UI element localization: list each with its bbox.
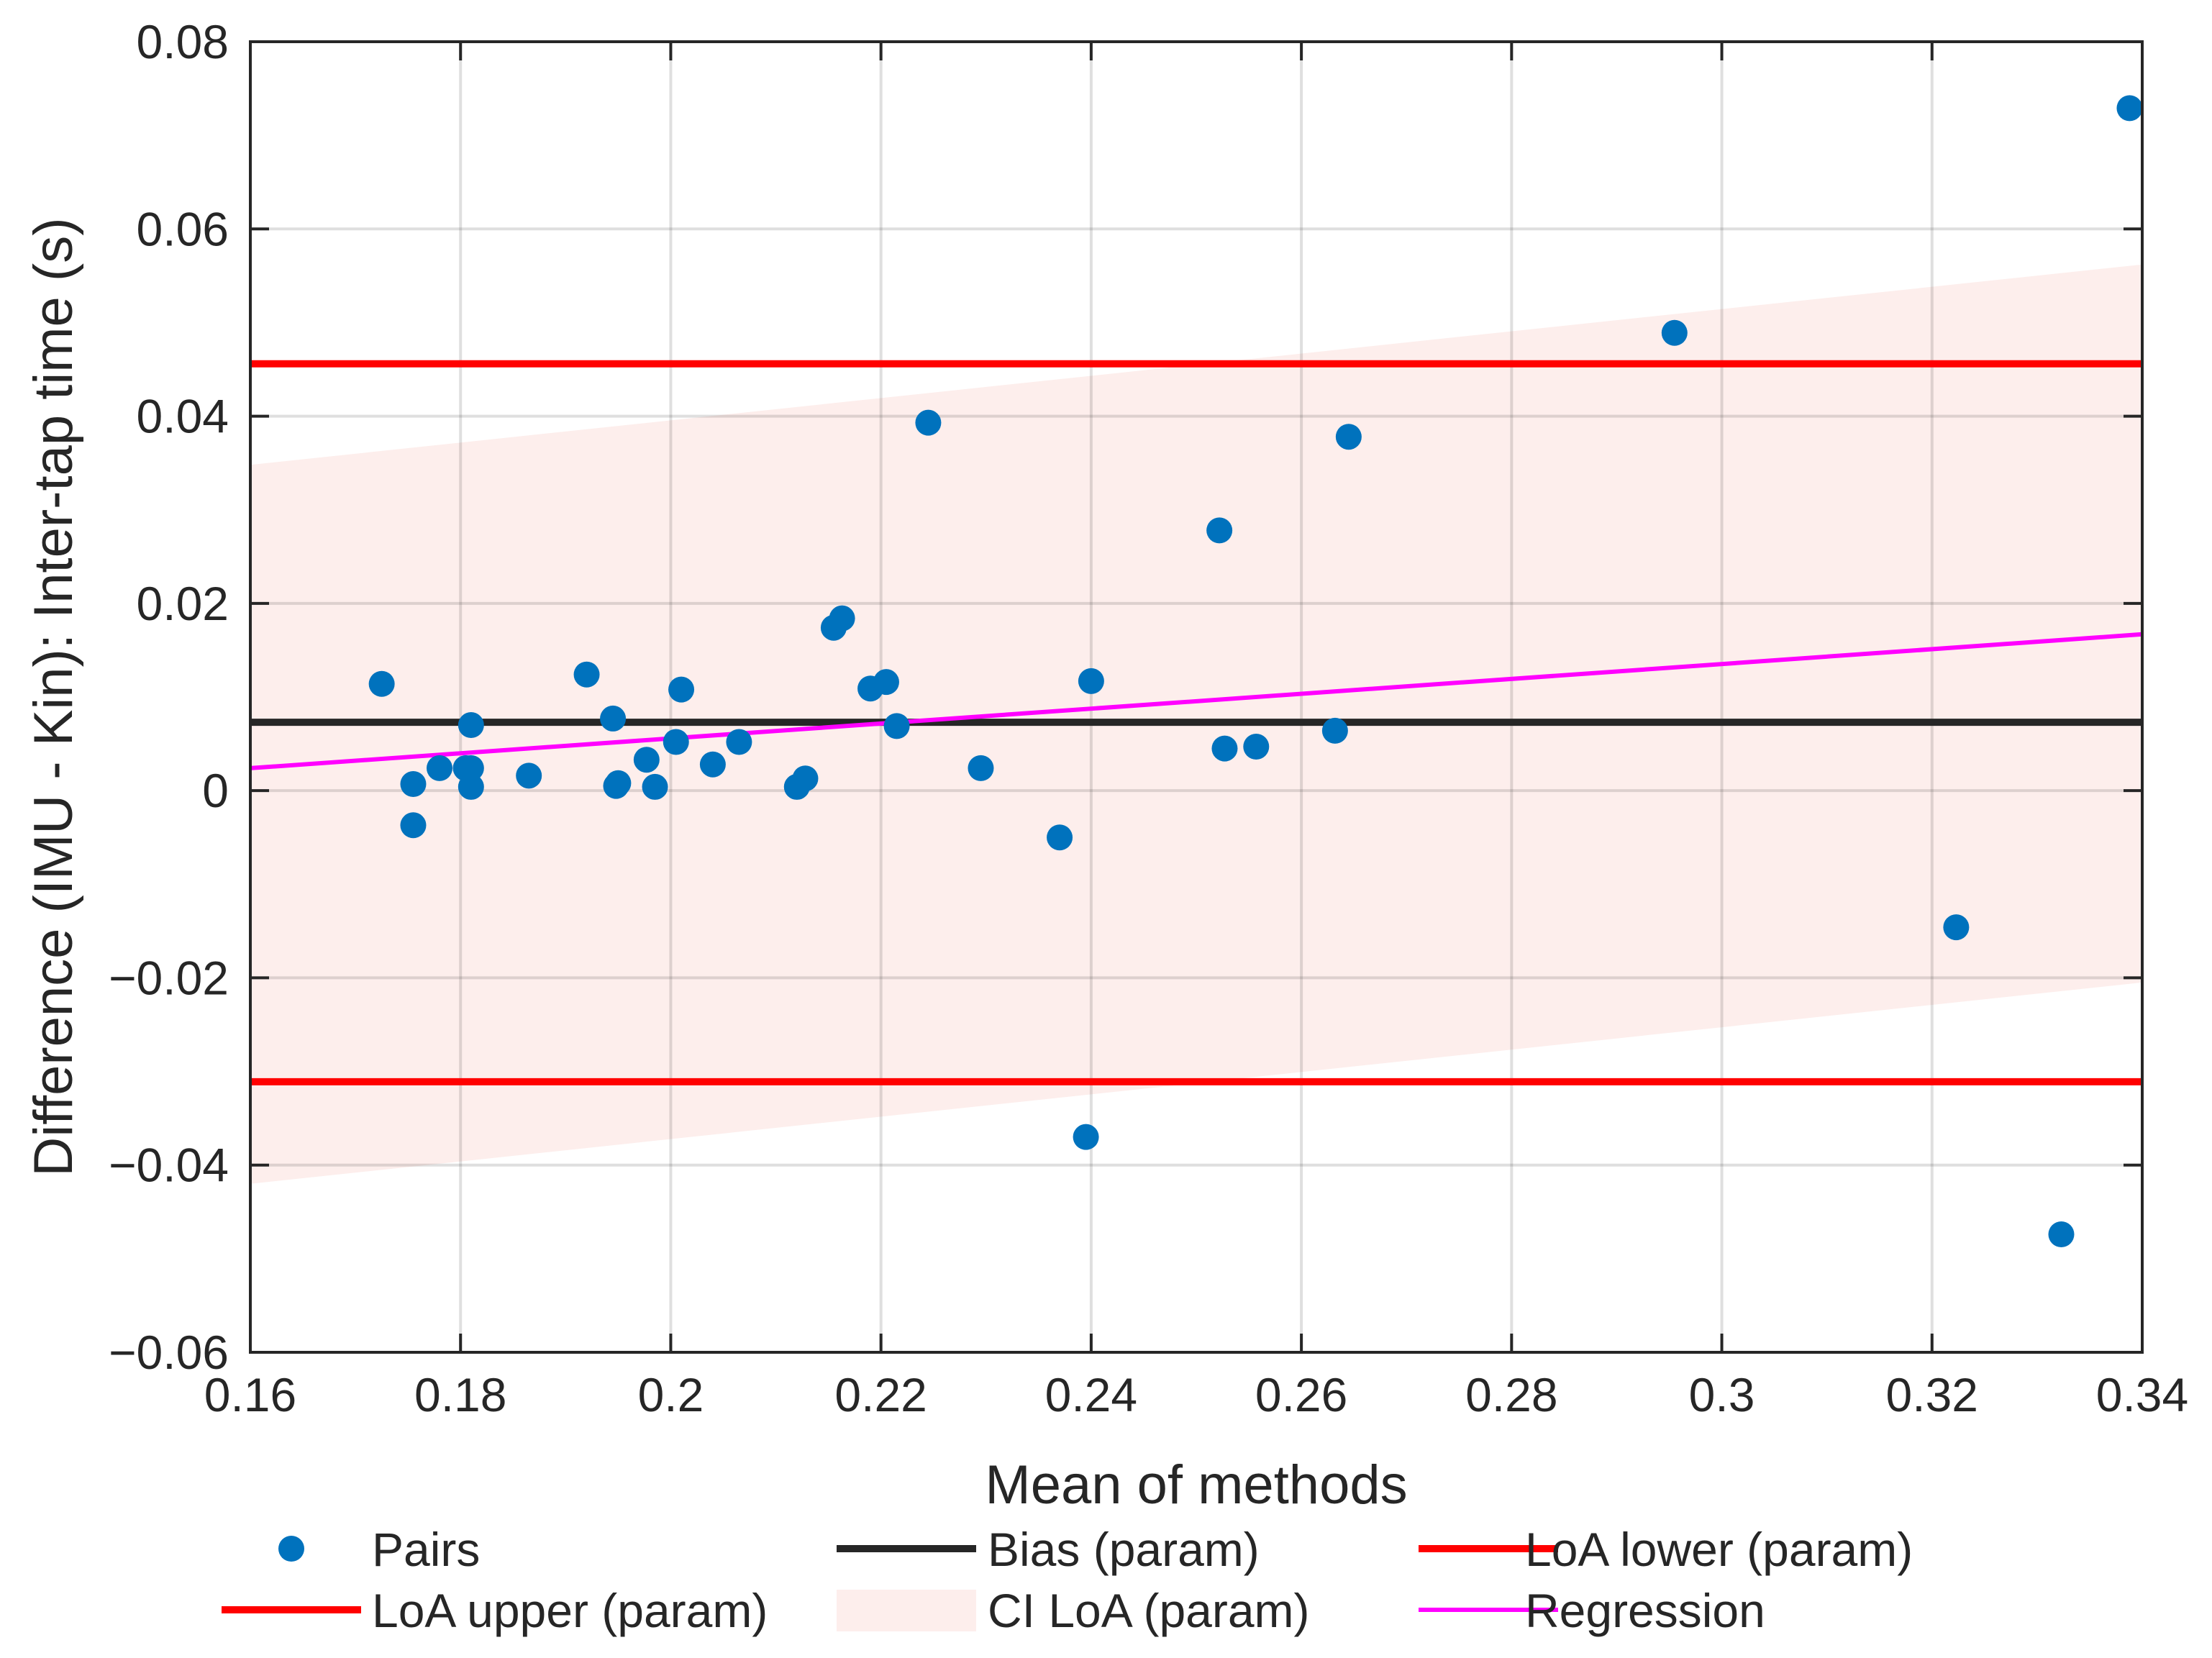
data-point (1943, 914, 1970, 941)
data-point (1335, 424, 1362, 450)
x-tick-label: 0.34 (2096, 1368, 2188, 1421)
data-point (1078, 668, 1104, 694)
x-tick-label: 0.22 (834, 1368, 927, 1421)
legend-pairs: Pairs (278, 1523, 480, 1576)
data-point (458, 712, 484, 739)
y-tick-label: 0 (202, 764, 229, 817)
legend-label: LoA lower (param) (1525, 1523, 1913, 1576)
data-point (726, 729, 752, 755)
data-point (792, 765, 819, 792)
data-point (400, 771, 427, 798)
data-point (883, 713, 910, 739)
data-point (1661, 319, 1688, 346)
data-point (573, 661, 600, 688)
data-point (915, 409, 942, 436)
data-point (1243, 733, 1270, 760)
data-point (427, 755, 452, 781)
legend-marker (278, 1536, 304, 1562)
y-tick-labels: −0.06 −0.04 −0.02 0 0.02 0.04 0.06 0.08 (109, 15, 229, 1379)
data-point (458, 755, 484, 781)
data-point (968, 755, 994, 781)
data-point (1206, 517, 1233, 544)
y-tick-label: 0.02 (137, 577, 229, 630)
data-point (600, 705, 627, 732)
legend-loa-upper: LoA upper (param) (222, 1584, 768, 1637)
legend-bias: Bias (param) (837, 1523, 1260, 1576)
data-point (2048, 1221, 2075, 1248)
y-tick-label: −0.04 (109, 1139, 229, 1192)
points-layer (368, 95, 2143, 1248)
data-point (1073, 1124, 1099, 1150)
axes-box (249, 40, 2144, 1354)
x-tick-label: 0.26 (1255, 1368, 1347, 1421)
x-tick-label: 0.16 (204, 1368, 296, 1421)
data-point (633, 747, 660, 773)
y-tick-label: −0.06 (109, 1326, 229, 1379)
y-tick-label: −0.02 (109, 951, 229, 1004)
x-tick-label: 0.3 (1689, 1368, 1755, 1421)
lines-layer (250, 360, 2143, 1085)
data-point (1211, 735, 1238, 762)
data-point (1047, 824, 1073, 851)
data-point (663, 729, 689, 755)
x-axis-title: Mean of methods (985, 1454, 1407, 1516)
ticks-layer (249, 40, 2144, 1354)
legend: Pairs Bias (param) LoA lower (param) LoA up… (222, 1523, 1913, 1637)
x-tick-label: 0.32 (1886, 1368, 1978, 1421)
x-tick-label: 0.2 (638, 1368, 704, 1421)
data-point (605, 770, 632, 796)
legend-label: Regression (1525, 1584, 1765, 1637)
x-tick-labels: 0.16 0.18 0.2 0.22 0.24 0.26 0.28 0.3 0.32 0.34 (204, 1368, 2188, 1421)
data-point (642, 773, 668, 800)
data-point (829, 605, 855, 632)
data-point (458, 773, 484, 800)
data-point (1321, 717, 1348, 744)
regression-line (250, 632, 2143, 770)
data-point (699, 751, 726, 778)
data-point (516, 762, 542, 789)
legend-label: Pairs (372, 1523, 480, 1576)
legend-loa-lower: LoA lower (param) (1419, 1523, 1913, 1576)
y-tick-label: 0.04 (137, 390, 229, 443)
legend-label: CI LoA (param) (988, 1584, 1310, 1637)
data-point (400, 812, 427, 839)
legend-swatch (837, 1590, 976, 1631)
data-point (873, 669, 899, 696)
x-tick-label: 0.24 (1045, 1368, 1137, 1421)
y-tick-label: 0.06 (137, 202, 229, 255)
data-point (668, 676, 695, 703)
legend-ci-loa: CI LoA (param) (837, 1584, 1310, 1637)
x-tick-label: 0.18 (414, 1368, 506, 1421)
plot-area (249, 40, 2144, 1354)
grid-layer (250, 42, 2142, 1352)
y-tick-label: 0.08 (137, 15, 229, 68)
legend-label: LoA upper (param) (372, 1584, 768, 1637)
legend-label: Bias (param) (988, 1523, 1260, 1576)
data-point (2116, 95, 2143, 122)
y-axis-title: Difference (IMU - Kin): Inter-tap time (… (23, 217, 84, 1176)
data-point (368, 670, 395, 697)
legend-regression: Regression (1419, 1584, 1765, 1637)
x-tick-label: 0.28 (1465, 1368, 1557, 1421)
